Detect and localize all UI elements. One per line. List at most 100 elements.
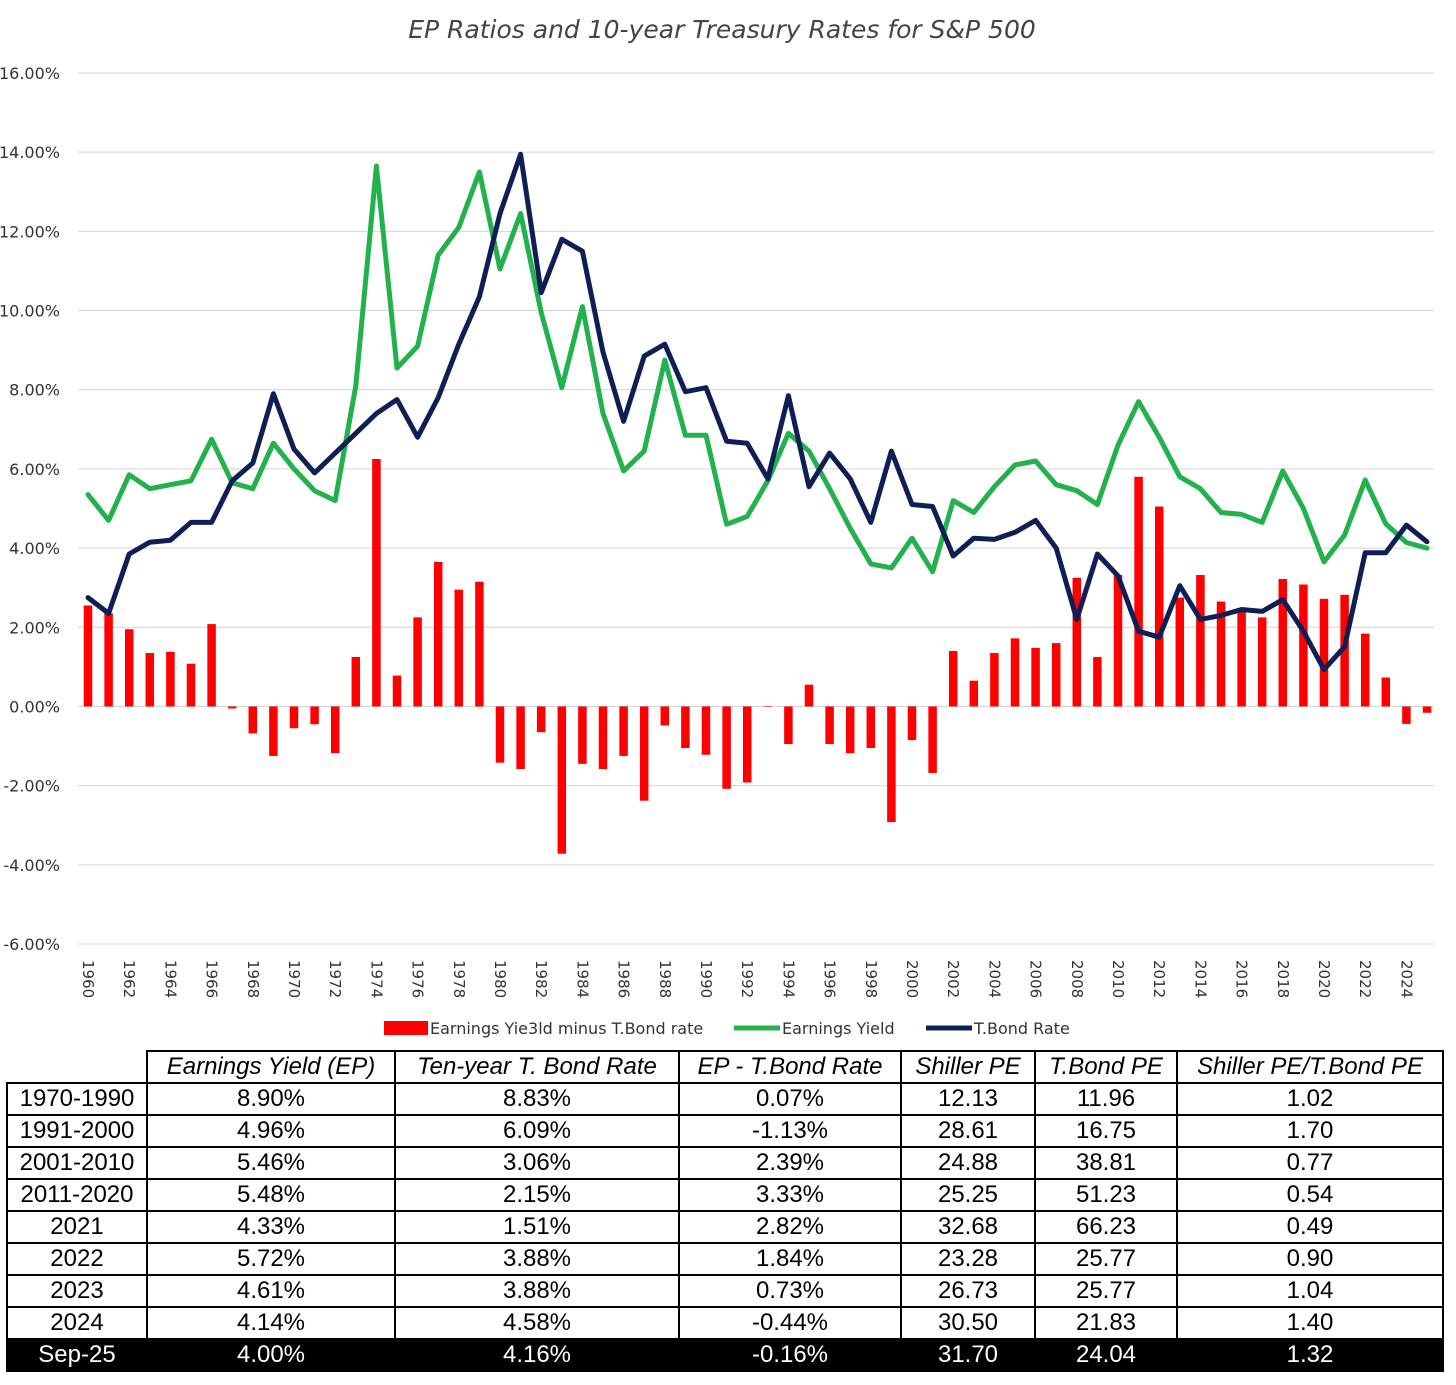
- bar: [1010, 638, 1020, 707]
- table-cell: 3.88%: [394, 1242, 680, 1276]
- legend-swatch-bar: [384, 1021, 428, 1035]
- bar: [1175, 597, 1185, 707]
- table-row: 2022 5.72% 3.88% 1.84% 23.28 25.77 0.90: [6, 1242, 1444, 1276]
- bar: [351, 656, 361, 707]
- table-cell: 26.73: [900, 1274, 1036, 1308]
- table-cell: 66.23: [1034, 1210, 1178, 1244]
- bar: [1340, 594, 1349, 707]
- table-cell: 4.00%: [146, 1338, 396, 1372]
- x-tick-label: 2024: [1397, 960, 1415, 998]
- row-period-cell: 1970-1990: [6, 1082, 148, 1116]
- x-tick-label: 2018: [1274, 960, 1292, 998]
- y-tick-label: 2.00%: [9, 618, 60, 637]
- bar: [763, 706, 773, 708]
- table-cell: 38.81: [1034, 1146, 1178, 1180]
- table-cell: 5.46%: [146, 1146, 396, 1180]
- x-tick-label: 1960: [79, 960, 97, 998]
- bar: [516, 706, 525, 770]
- table-header-row: Earnings Yield (EP) Ten-year T. Bond Rat…: [7, 1050, 1444, 1084]
- x-tick-label: 2022: [1356, 960, 1374, 998]
- bar: [701, 706, 711, 755]
- table-row: 2021 4.33% 1.51% 2.82% 32.68 66.23 0.49: [6, 1210, 1444, 1244]
- y-tick-label: 14.00%: [0, 143, 60, 162]
- bar: [1093, 656, 1102, 707]
- table-cell: 32.68: [900, 1210, 1036, 1244]
- bar: [104, 613, 113, 707]
- x-tick-label: 1996: [821, 960, 839, 998]
- bar: [227, 706, 237, 709]
- table-cell: 1.51%: [394, 1210, 680, 1244]
- bar: [248, 706, 258, 734]
- x-tick-label: 1992: [738, 960, 756, 998]
- row-period-cell: 2001-2010: [6, 1146, 148, 1180]
- legend-label: Earnings Yield: [782, 1019, 895, 1038]
- table-cell: 24.04: [1034, 1338, 1178, 1372]
- bar: [681, 706, 690, 749]
- bar: [495, 706, 505, 763]
- bar: [310, 706, 319, 725]
- summary-table: Earnings Yield (EP) Ten-year T. Bond Rat…: [6, 1050, 1444, 1372]
- table-cell: 4.14%: [146, 1306, 396, 1340]
- bar: [784, 706, 793, 745]
- table-cell: 16.75: [1034, 1114, 1178, 1148]
- bar: [1381, 677, 1391, 707]
- table-cell: 2.82%: [678, 1210, 902, 1244]
- x-tick-label: 1972: [326, 960, 344, 998]
- y-tick-label: 12.00%: [0, 222, 60, 241]
- table-cell: 0.49: [1176, 1210, 1444, 1244]
- x-tick-label: 2002: [944, 960, 962, 998]
- bar: [433, 561, 443, 707]
- table-cell: 3.06%: [394, 1146, 680, 1180]
- bar: [1196, 575, 1205, 707]
- earnings-yield-line: [85, 163, 1430, 575]
- bar: [536, 706, 546, 733]
- table-cell: -1.13%: [678, 1114, 902, 1148]
- table-header-cell: Shiller PE/T.Bond PE: [1176, 1050, 1444, 1084]
- table-cell: 0.07%: [678, 1082, 902, 1116]
- bar: [289, 706, 299, 729]
- bar: [598, 706, 608, 770]
- bar: [166, 651, 175, 707]
- table-cell: 8.83%: [394, 1082, 680, 1116]
- row-period-cell: 1991-2000: [6, 1114, 148, 1148]
- bar: [1051, 643, 1061, 707]
- gridlines: [78, 72, 1434, 945]
- x-tick-label: 1984: [573, 960, 591, 998]
- x-tick-label: 1970: [285, 960, 303, 998]
- table-cell: -0.44%: [678, 1306, 902, 1340]
- legend: Earnings Yie3ld minus T.Bond rate Earning…: [384, 1019, 1070, 1038]
- table-cell: 28.61: [900, 1114, 1036, 1148]
- table-cell: 3.33%: [678, 1178, 902, 1212]
- table-cell: 3.88%: [394, 1274, 680, 1308]
- x-tick-label: 1998: [862, 960, 880, 998]
- bar: [124, 629, 134, 707]
- bar: [639, 706, 649, 801]
- table-cell: 25.25: [900, 1178, 1036, 1212]
- bar: [145, 653, 155, 707]
- table-cell: 4.61%: [146, 1274, 396, 1308]
- bar: [804, 684, 814, 707]
- table-cell: 1.70: [1176, 1114, 1444, 1148]
- bar: [1237, 611, 1246, 707]
- bar: [1360, 633, 1370, 707]
- x-tick-label: 2006: [1027, 960, 1045, 998]
- x-tick-label: 1980: [491, 960, 509, 998]
- row-period-cell: 2023: [6, 1274, 148, 1308]
- y-tick-label: 10.00%: [0, 302, 60, 321]
- bar: [578, 706, 587, 764]
- row-period-cell: 2011-2020: [6, 1178, 148, 1212]
- y-tick-label: 0.00%: [9, 697, 60, 716]
- y-tick-label: 6.00%: [9, 460, 60, 479]
- table-header-cell: Earnings Yield (EP): [146, 1050, 396, 1084]
- bar: [969, 680, 979, 707]
- x-tick-label: 1966: [203, 960, 221, 998]
- x-tick-label: 1982: [532, 960, 550, 998]
- row-period-cell: Sep-25: [6, 1338, 148, 1372]
- table-cell: 11.96: [1034, 1082, 1178, 1116]
- bar: [557, 706, 567, 854]
- table-cell: 51.23: [1034, 1178, 1178, 1212]
- x-tick-label: 1964: [161, 960, 179, 998]
- x-tick-label: 2020: [1315, 960, 1333, 998]
- y-tick-label: -6.00%: [3, 935, 60, 954]
- x-tick-label: 2014: [1191, 960, 1209, 998]
